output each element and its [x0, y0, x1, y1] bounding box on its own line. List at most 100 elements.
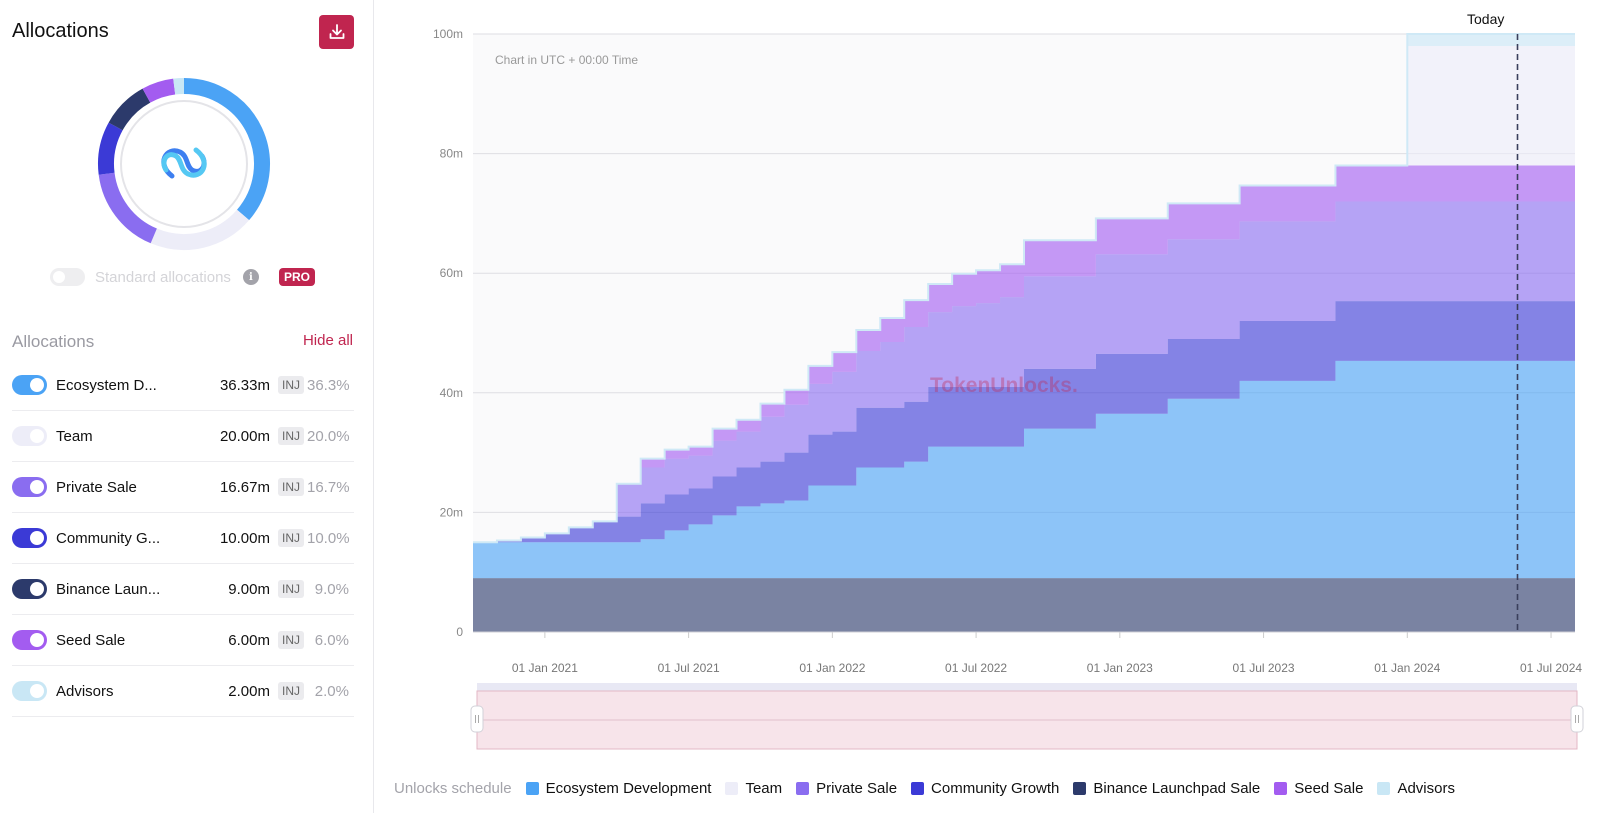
series-area-binance-launchpad-sale [473, 578, 1575, 632]
download-button[interactable] [319, 15, 354, 49]
legend-item[interactable]: Binance Launchpad Sale [1073, 780, 1260, 797]
standard-allocations-toggle[interactable] [50, 268, 85, 286]
legend-title: Unlocks schedule [394, 780, 512, 797]
series-area-team [473, 45, 1575, 543]
allocation-name: Binance Laun... [56, 580, 161, 598]
x-tick-label: 01 Jul 2022 [945, 661, 1007, 675]
allocation-toggle[interactable] [12, 630, 47, 650]
allocation-amount: 36.33m [219, 376, 270, 394]
info-icon[interactable]: i [242, 269, 259, 285]
allocation-row: Community G... 10.00m INJ 10.0% [12, 513, 354, 564]
x-tick-label: 01 Jul 2021 [658, 661, 720, 675]
legend-swatch [1073, 782, 1087, 795]
legend-swatch [796, 782, 810, 795]
token-tag: INJ [278, 478, 304, 496]
donut-slice [98, 172, 158, 244]
allocation-toggle[interactable] [12, 681, 47, 701]
y-tick-label: 0 [456, 625, 463, 639]
allocation-toggle[interactable] [12, 375, 47, 395]
legend-label: Private Sale [816, 780, 898, 797]
donut-slice [108, 88, 151, 131]
allocation-name: Community G... [56, 529, 161, 547]
allocations-panel: Allocations Standard allocations i PRO A… [0, 0, 374, 813]
legend-label: Seed Sale [1294, 780, 1364, 797]
allocation-donut [92, 72, 276, 256]
token-tag: INJ [278, 376, 304, 394]
allocation-percent: 9.0% [314, 580, 349, 598]
legend-swatch [1274, 782, 1288, 795]
allocation-toggle[interactable] [12, 579, 47, 599]
today-label: Today [1467, 11, 1505, 27]
chart-legend: Unlocks schedule Ecosystem Development Te… [394, 780, 1469, 797]
legend-label: Advisors [1397, 780, 1455, 797]
allocation-row: Private Sale 16.67m INJ 16.7% [12, 462, 354, 513]
series-area-ecosystem-development [473, 360, 1575, 579]
allocation-amount: 20.00m [219, 427, 270, 445]
allocation-percent: 20.0% [307, 427, 350, 445]
total-line [473, 33, 1575, 544]
allocation-percent: 2.0% [314, 682, 349, 700]
allocation-name: Ecosystem D... [56, 376, 157, 394]
allocation-percent: 36.3% [307, 376, 350, 394]
donut-center [120, 100, 248, 228]
legend-label: Team [745, 780, 783, 797]
y-tick-label: 100m [433, 27, 463, 41]
allocation-amount: 6.00m [228, 631, 270, 649]
series-area-community-growth [473, 301, 1575, 543]
allocation-row: Advisors 2.00m INJ 2.0% [12, 666, 354, 717]
navigator-track [477, 683, 1577, 691]
x-tick-label: 01 Jul 2023 [1233, 661, 1295, 675]
x-tick-label: 01 Jan 2022 [799, 661, 865, 675]
token-tag: INJ [278, 682, 304, 700]
series-area-private-sale [473, 201, 1575, 543]
allocation-percent: 10.0% [307, 529, 350, 547]
legend-swatch [1377, 782, 1391, 795]
unlock-chart-panel: 0 20m 40m 60m 80m 100m 01 Jan 2021 01 Jul 2021 0… [375, 0, 1600, 813]
legend-item[interactable]: Seed Sale [1274, 780, 1363, 797]
y-tick-label: 40m [440, 386, 463, 400]
legend-item[interactable]: Community Growth [911, 780, 1059, 797]
token-tag: INJ [278, 631, 304, 649]
token-tag: INJ [278, 427, 304, 445]
x-tick-label: 01 Jul 2024 [1520, 661, 1582, 675]
legend-item[interactable]: Ecosystem Development [525, 780, 711, 797]
allocation-row: Team 20.00m INJ 20.0% [12, 411, 354, 462]
token-tag: INJ [278, 529, 304, 547]
allocation-name: Advisors [56, 682, 114, 700]
y-tick-label: 60m [440, 266, 463, 280]
allocation-amount: 16.67m [219, 478, 270, 496]
tokenunlocks-watermark: TokenUnlocks. [930, 374, 1078, 397]
unlock-schedule-chart: 0 20m 40m 60m 80m 100m 01 Jan 2021 01 Jul 2021 0… [433, 27, 1584, 750]
allocation-name: Seed Sale [56, 631, 126, 649]
hide-all-link[interactable]: Hide all [302, 332, 353, 349]
legend-item[interactable]: Advisors [1377, 780, 1455, 797]
allocation-row: Seed Sale 6.00m INJ 6.0% [12, 615, 354, 666]
standard-allocations-row: Standard allocations i PRO [50, 268, 315, 286]
download-icon [329, 24, 344, 39]
donut-slice [183, 78, 270, 221]
allocation-name: Private Sale [56, 478, 137, 496]
navigator-handle[interactable] [1570, 705, 1584, 733]
allocation-toggle[interactable] [12, 426, 47, 446]
allocation-row: Ecosystem D... 36.33m INJ 36.3% [12, 360, 354, 411]
navigator-handle[interactable] [470, 705, 484, 733]
legend-swatch [911, 782, 925, 795]
panel-title: Allocations [12, 20, 109, 42]
x-tick-label: 01 Jan 2023 [1087, 661, 1153, 675]
legend-item[interactable]: Private Sale [796, 780, 897, 797]
donut-slice [150, 209, 250, 250]
allocation-percent: 6.0% [314, 631, 349, 649]
legend-swatch [725, 782, 739, 795]
pro-badge: PRO [278, 268, 315, 286]
injective-logo-icon [161, 147, 207, 179]
allocations-heading: Allocations [12, 332, 95, 351]
legend-swatch [525, 782, 539, 795]
donut-slice [98, 122, 123, 175]
allocation-toggle[interactable] [12, 477, 47, 497]
allocation-toggle[interactable] [12, 528, 47, 548]
legend-item[interactable]: Team [725, 780, 782, 797]
legend-label: Community Growth [931, 780, 1060, 797]
x-tick-label: 01 Jan 2024 [1374, 661, 1440, 675]
allocation-amount: 9.00m [228, 580, 270, 598]
allocation-percent: 16.7% [307, 478, 350, 496]
